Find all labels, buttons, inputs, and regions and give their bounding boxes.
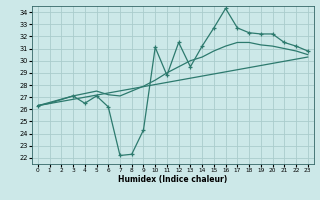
X-axis label: Humidex (Indice chaleur): Humidex (Indice chaleur) [118, 175, 228, 184]
